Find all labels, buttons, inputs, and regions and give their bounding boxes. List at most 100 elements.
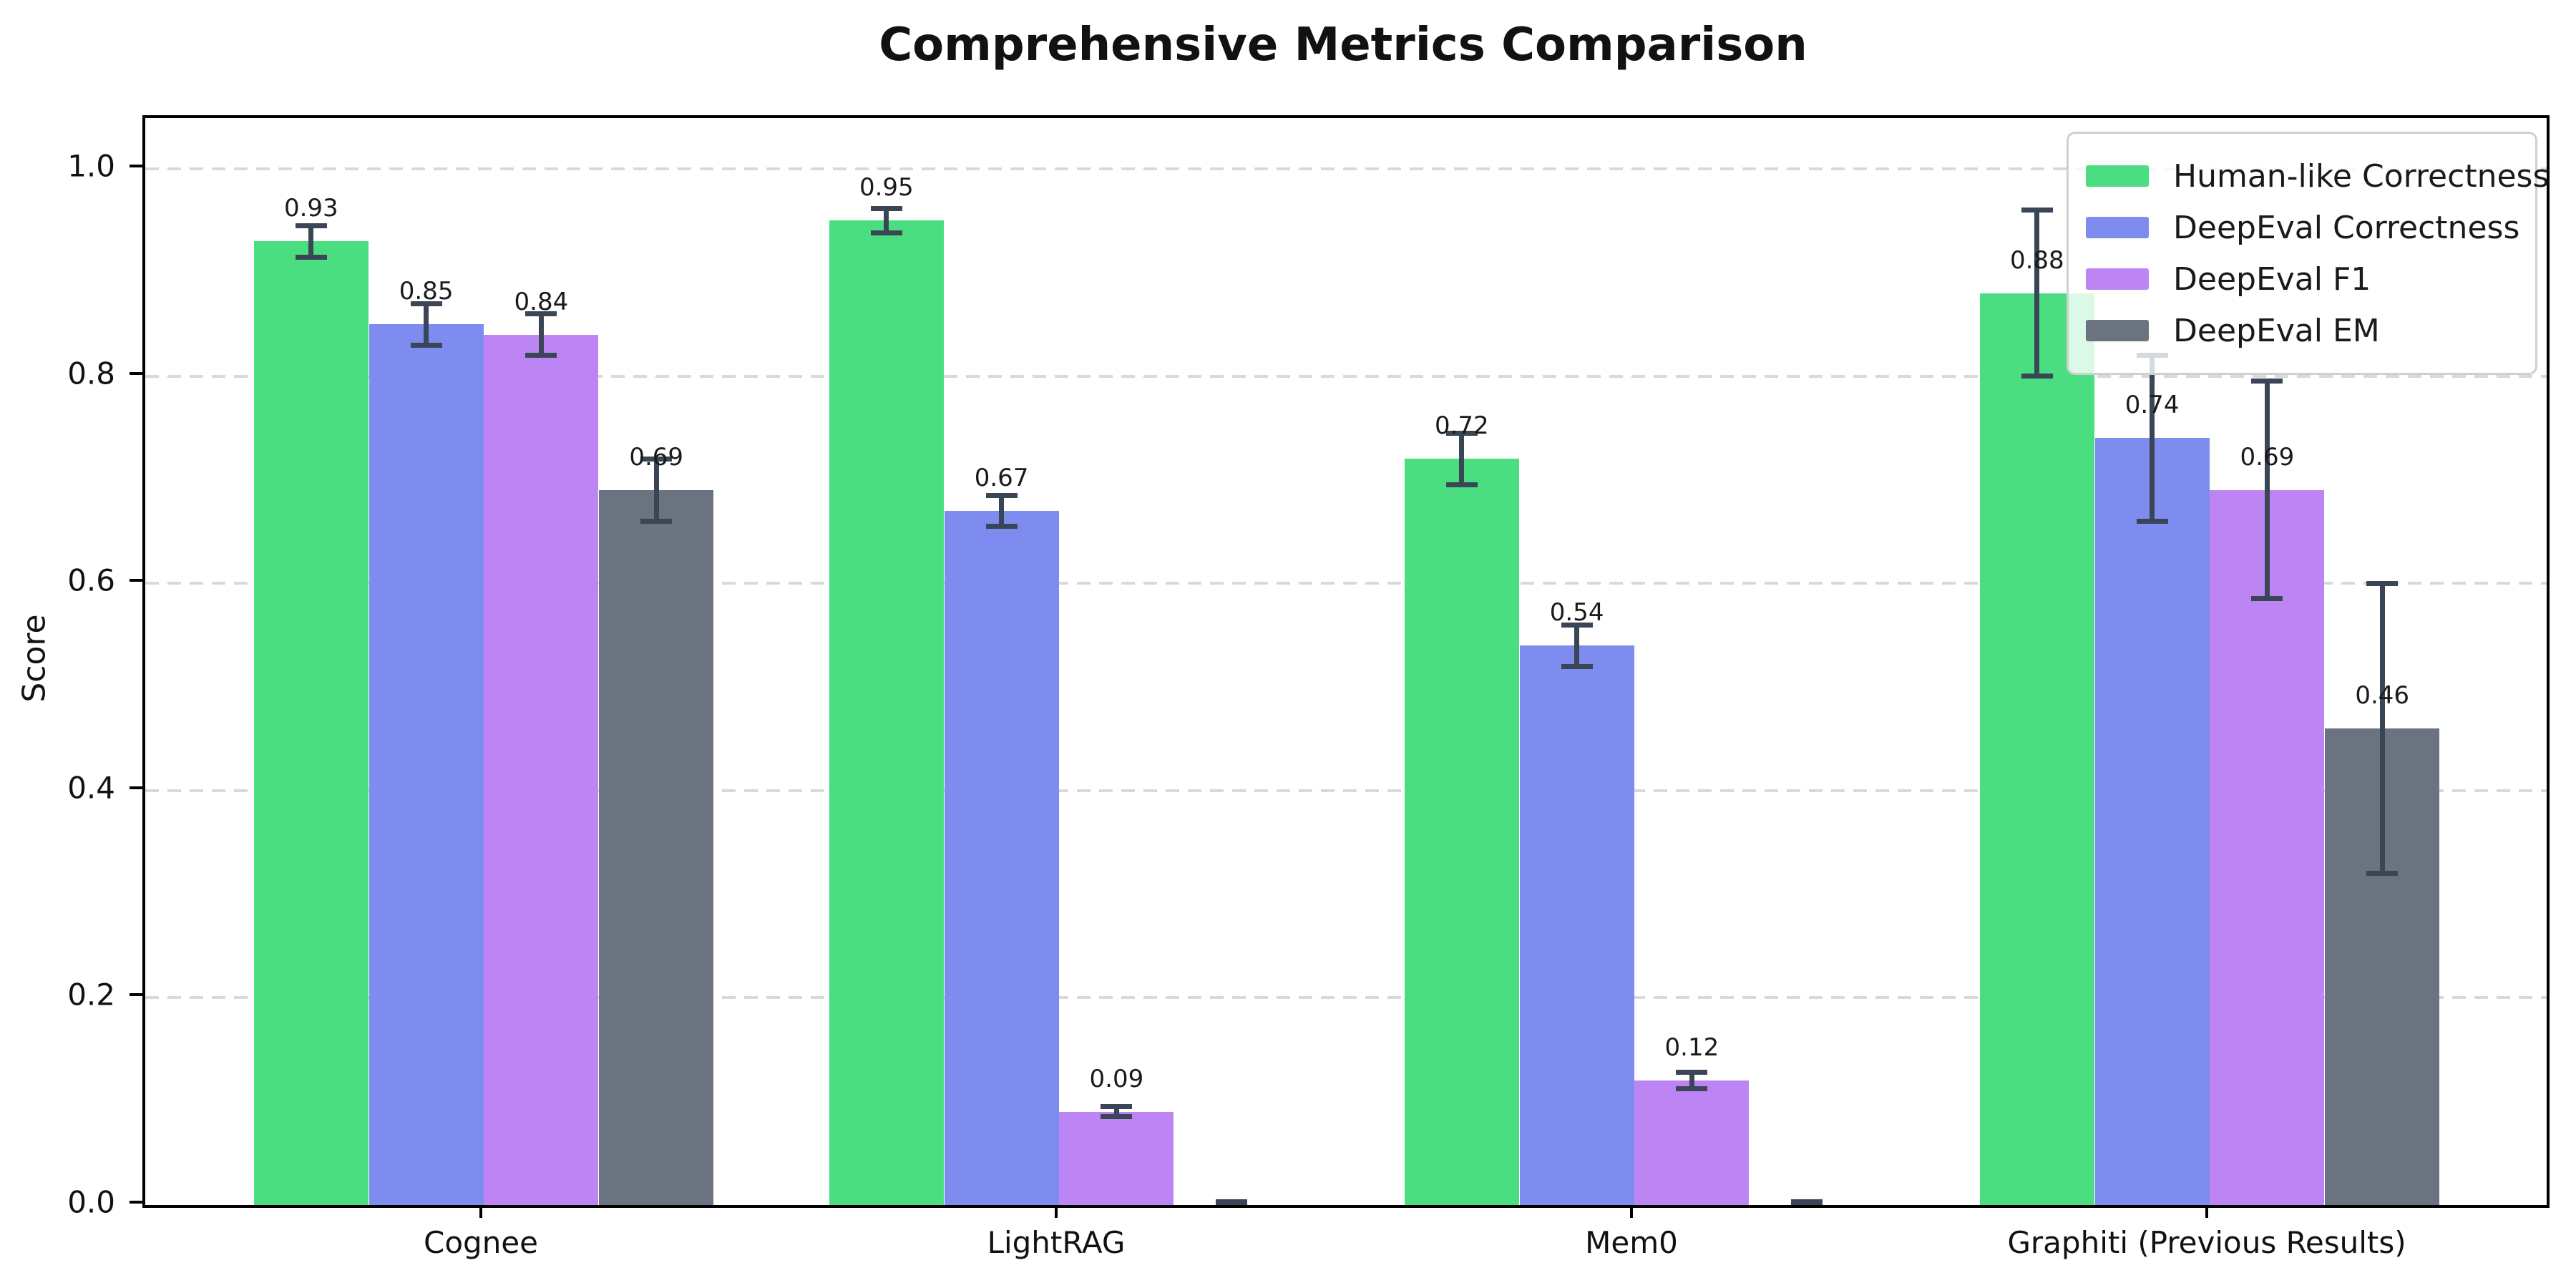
bar-series2-group3 — [1519, 645, 1634, 1205]
y-tick-mark-0.6 — [130, 579, 142, 582]
x-tick-label-4: Graphiti (Previous Results) — [2007, 1225, 2406, 1260]
error-bar-cap-low — [870, 230, 902, 236]
error-bar-cap-low — [1561, 663, 1593, 669]
y-tick-mark-0.0 — [130, 1201, 142, 1204]
error-bar-line — [424, 303, 429, 346]
gridline-y-0.4 — [145, 789, 2547, 792]
legend-label-3: DeepEval F1 — [2173, 260, 2371, 298]
value-label: 0.84 — [514, 287, 569, 316]
legend-row-2: DeepEval Correctness — [2086, 204, 2520, 251]
value-label: 0.85 — [399, 277, 454, 306]
x-tick-label-2: LightRAG — [987, 1225, 1126, 1260]
error-bar-cap-low — [1676, 1086, 1708, 1092]
legend-row-4: DeepEval EM — [2086, 307, 2518, 354]
y-tick-label-0.0: 0.0 — [67, 1184, 115, 1220]
error-bar-cap-low — [525, 353, 557, 358]
error-bar-line — [1689, 1072, 1694, 1089]
error-bar-line — [1459, 433, 1465, 485]
legend-swatch-2 — [2086, 217, 2149, 238]
value-label: 0.72 — [1434, 411, 1489, 441]
bar-series2-group1 — [369, 324, 484, 1205]
legend-label-4: DeepEval EM — [2173, 312, 2380, 349]
error-bar-cap-high — [870, 205, 902, 211]
bar-series1-group3 — [1404, 459, 1519, 1205]
legend: Human-like Correctness DeepEval Correctne… — [2067, 132, 2549, 375]
gridline-y-0.6 — [145, 582, 2547, 585]
error-bar-line — [884, 208, 889, 233]
x-tick-mark-3 — [1630, 1205, 1633, 1218]
bar-series2-group2 — [944, 511, 1059, 1205]
error-bar-line — [2264, 381, 2270, 599]
error-bar-cap-high — [1791, 1199, 1823, 1205]
y-axis-title: Score — [16, 614, 53, 703]
error-bar-cap-high — [640, 456, 673, 462]
legend-label-2: DeepEval Correctness — [2173, 209, 2520, 246]
value-label: 0.67 — [974, 463, 1029, 492]
value-label: 0.46 — [2355, 680, 2410, 710]
plot-area: 0.93 0.95 0.72 0.88 0.85 0.67 0.54 0.74 0.84 0.09… — [142, 115, 2550, 1208]
bar-series3-group4 — [2210, 490, 2325, 1205]
error-bar-line — [308, 225, 314, 258]
error-bar-cap-low — [985, 524, 1018, 530]
error-bar-cap-high — [985, 492, 1018, 498]
error-bar-cap-high — [1561, 622, 1593, 628]
value-label: 0.12 — [1664, 1033, 1719, 1063]
value-label: 0.69 — [629, 442, 684, 472]
x-tick-mark-1 — [479, 1205, 482, 1218]
legend-label-1: Human-like Correctness — [2173, 157, 2550, 195]
value-label: 0.69 — [2240, 442, 2295, 472]
error-bar-cap-high — [1445, 430, 1478, 436]
error-bar-cap-low — [1101, 1114, 1133, 1120]
error-bar-cap-high — [2251, 379, 2283, 384]
error-bar-cap-low — [2021, 374, 2053, 379]
bar-series3-group2 — [1059, 1112, 1174, 1205]
error-bar-cap-high — [1101, 1103, 1133, 1109]
legend-row-3: DeepEval F1 — [2086, 255, 2518, 303]
legend-row-1: Human-like Correctness — [2086, 152, 2549, 200]
error-bar-cap-low — [640, 518, 673, 524]
gridline-y-0.2 — [145, 996, 2547, 1000]
error-bar-cap-low — [295, 254, 327, 260]
error-bar-line — [2150, 355, 2155, 522]
legend-swatch-1 — [2086, 165, 2149, 187]
x-tick-mark-4 — [2205, 1205, 2208, 1218]
error-bar-cap-high — [525, 311, 557, 317]
legend-swatch-3 — [2086, 268, 2149, 290]
error-bar-cap-high — [2366, 580, 2399, 586]
bar-series3-group3 — [1634, 1080, 1750, 1205]
y-tick-mark-0.2 — [130, 993, 142, 997]
error-bar-line — [2034, 210, 2040, 376]
error-bar-line — [2379, 583, 2385, 874]
y-tick-label-0.2: 0.2 — [67, 977, 115, 1013]
bar-series1-group2 — [829, 220, 944, 1205]
legend-swatch-4 — [2086, 320, 2149, 341]
bar-series1-group4 — [1979, 293, 2094, 1205]
gridline-y-1.0 — [145, 167, 2547, 170]
error-bar-cap-high — [295, 223, 327, 229]
error-bar-line — [653, 459, 659, 522]
y-tick-label-0.8: 0.8 — [67, 356, 115, 391]
error-bar-line — [1574, 625, 1580, 667]
bar-series2-group4 — [2094, 438, 2210, 1205]
error-bar-line — [1113, 1106, 1119, 1117]
value-label: 0.09 — [1089, 1064, 1144, 1093]
value-label: 0.88 — [2009, 245, 2064, 275]
error-bar-cap-low — [2136, 518, 2168, 524]
x-tick-label-3: Mem0 — [1585, 1225, 1678, 1260]
error-bar-line — [538, 313, 544, 356]
error-bar-cap-high — [2021, 208, 2053, 213]
value-label: 0.93 — [283, 194, 338, 223]
value-label: 0.95 — [859, 173, 914, 203]
error-bar-cap-low — [1445, 482, 1478, 488]
y-tick-mark-0.8 — [130, 371, 142, 375]
bar-series1-group1 — [253, 241, 369, 1205]
value-label: 0.54 — [1549, 598, 1604, 628]
value-label: 0.74 — [2124, 391, 2180, 420]
x-tick-mark-2 — [1055, 1205, 1058, 1218]
error-bar-line — [999, 495, 1005, 527]
y-tick-label-1.0: 1.0 — [67, 148, 115, 184]
error-bar-cap-low — [2366, 871, 2399, 877]
error-bar-cap-low — [2251, 596, 2283, 602]
x-tick-label-1: Cognee — [424, 1225, 538, 1260]
